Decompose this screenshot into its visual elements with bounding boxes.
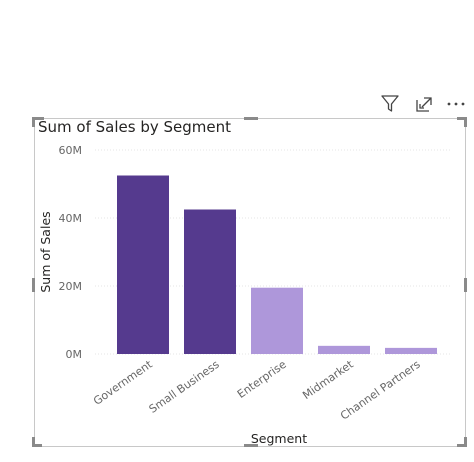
resize-handle-bottom-left[interactable]: [32, 444, 42, 447]
y-tick-label: 20M: [59, 280, 83, 293]
x-axis-label: Segment: [251, 431, 307, 446]
x-tick-label: Government: [91, 357, 155, 407]
resize-handle-top-right-v[interactable]: [464, 117, 467, 127]
resize-handle-bottom[interactable]: [244, 444, 258, 447]
bar-midmarket[interactable]: [318, 345, 370, 354]
resize-handle-left[interactable]: [32, 278, 35, 292]
resize-handle-top-left-v[interactable]: [32, 117, 35, 127]
resize-handle-bottom-right-v[interactable]: [464, 437, 467, 447]
resize-handle-right[interactable]: [464, 278, 467, 292]
bar-small-business[interactable]: [184, 209, 236, 355]
bar-enterprise[interactable]: [251, 287, 303, 354]
resize-handle-top-left[interactable]: [34, 117, 44, 120]
x-tick-label: Small Business: [147, 358, 222, 416]
resize-handle-top-right[interactable]: [457, 117, 467, 120]
x-tick-label: Midmarket: [300, 357, 356, 402]
resize-handle-bottom-left-v[interactable]: [32, 437, 35, 447]
bar-government[interactable]: [117, 175, 169, 355]
resize-handle-bottom-right[interactable]: [457, 444, 467, 447]
y-tick-label: 60M: [59, 144, 83, 157]
y-axis-ticks: 0M 20M 40M 60M: [59, 144, 83, 361]
visual-header-toolbar: [376, 93, 474, 115]
filter-icon[interactable]: [378, 93, 402, 115]
x-tick-label: Enterprise: [235, 358, 289, 401]
bar-channel-partners[interactable]: [385, 347, 437, 354]
chart-title: Sum of Sales by Segment: [38, 118, 231, 136]
focus-mode-icon[interactable]: [412, 93, 436, 115]
bars: [117, 175, 437, 355]
resize-handle-top[interactable]: [244, 117, 258, 120]
y-tick-label: 40M: [59, 212, 83, 225]
more-options-icon[interactable]: [444, 93, 468, 115]
y-axis-label: Sum of Sales: [38, 211, 53, 292]
y-tick-label: 0M: [66, 348, 83, 361]
